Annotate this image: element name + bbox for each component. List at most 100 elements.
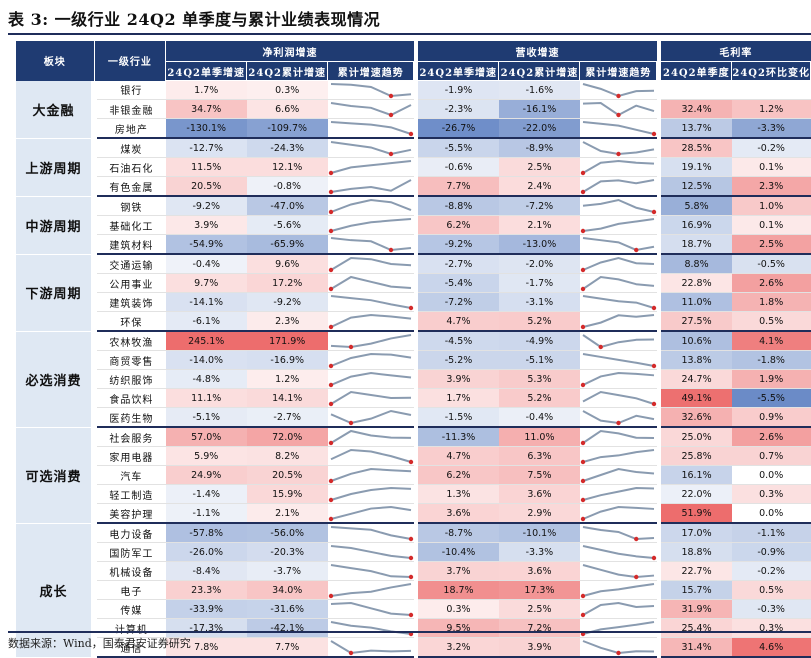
profit-q2-cell: -9.2%: [165, 196, 247, 216]
revenue-trend-cell: [579, 599, 657, 619]
revenue-sparkline: [580, 449, 655, 465]
trend-low-point: [328, 382, 333, 388]
trend-line: [582, 334, 654, 349]
revenue-cum-cell: -0.4%: [498, 407, 580, 428]
revenue-cum-cell: 5.3%: [498, 369, 580, 389]
margin-qoq-cell: 1.0%: [731, 196, 811, 216]
table-row: 中游周期 钢铁 -9.2% -47.0% -8.8% -7.2% 5.8% 1.0%: [16, 196, 811, 255]
industry-name: 钢铁: [94, 196, 166, 216]
revenue-q2-cell: -2.7%: [418, 254, 499, 274]
profit-cum-cell: 20.5%: [246, 465, 328, 485]
revenue-cum-cell: 7.5%: [498, 465, 580, 485]
profit-q2-cell: -54.9%: [165, 234, 247, 255]
profit-trend-cell: [327, 523, 414, 543]
trend-line: [330, 141, 411, 156]
margin-qoq-cell: 4.1%: [731, 331, 811, 351]
revenue-trend-cell: [579, 407, 657, 428]
revenue-cum-cell: -1.7%: [498, 273, 580, 293]
column-gap: [413, 484, 419, 504]
revenue-trend-cell: [579, 427, 657, 447]
margin-q2-cell: 27.5%: [661, 311, 732, 332]
revenue-sparkline: [582, 390, 657, 407]
profit-q2-cell: 9.7%: [165, 273, 247, 293]
column-gap: [656, 157, 662, 177]
margin-qoq-cell: -0.2%: [731, 138, 811, 158]
revenue-trend-cell: [579, 118, 657, 139]
trend-low-point: [408, 459, 413, 465]
margin-qoq-cell: -0.5%: [731, 254, 811, 274]
revenue-trend-cell: [579, 446, 657, 466]
column-gap: [656, 292, 662, 312]
revenue-trend-cell: [579, 465, 657, 485]
profit-trend-cell: [327, 99, 414, 119]
profit-trend-cell: [327, 138, 414, 158]
profit-cum-cell: 7.7%: [246, 637, 328, 658]
trend-line: [330, 640, 411, 655]
column-gap: [413, 157, 419, 177]
revenue-q2-cell: 18.7%: [418, 580, 499, 600]
revenue-cum-cell: 5.2%: [498, 388, 580, 408]
trend-low-point: [328, 267, 333, 273]
profit-q2-cell: -14.0%: [165, 350, 247, 370]
table-row: 机械设备 -8.4% -3.7% 3.7% 3.6% 22.7% -0.2%: [16, 561, 811, 581]
revenue-trend-cell: [579, 157, 657, 177]
profit-q2-cell: -12.7%: [165, 138, 247, 158]
column-gap: [656, 542, 662, 562]
profit-q2-cell: -5.1%: [165, 407, 247, 428]
profit-trend-cell: [327, 561, 414, 581]
block-label: 大金融: [16, 80, 98, 139]
column-gap: [413, 599, 419, 619]
trend-low-point: [328, 363, 333, 369]
trend-low-point: [388, 151, 393, 157]
margin-qoq-cell: 0.7%: [731, 446, 811, 466]
revenue-trend-cell: [579, 196, 657, 216]
margin-qoq-cell: -1.8%: [731, 350, 811, 370]
header-margin-q2: 24Q2单季度: [661, 61, 733, 81]
profit-q2-cell: -6.1%: [165, 311, 247, 332]
profit-trend-cell: [327, 254, 414, 274]
industry-name: 社会服务: [94, 427, 166, 447]
trend-low-point: [580, 382, 586, 388]
trend-line: [330, 275, 411, 290]
profit-cum-cell: 8.2%: [246, 446, 328, 466]
trend-low-point: [651, 131, 657, 137]
header-profit-trend: 累计增速趋势: [327, 61, 415, 81]
revenue-q2-cell: -1.9%: [418, 80, 499, 100]
trend-line: [330, 295, 411, 309]
trend-line: [330, 102, 412, 117]
trend-low-point: [328, 516, 333, 522]
revenue-q2-cell: 4.7%: [418, 446, 499, 466]
trend-low-point: [348, 420, 353, 426]
profit-trend-cell: [327, 331, 414, 351]
revenue-q2-cell: -26.7%: [418, 118, 499, 139]
table-row: 可选消费 社会服务 57.0% 72.0% -11.3% 11.0% 25.0% 2.6%: [16, 427, 811, 524]
margin-q2-cell: [661, 80, 732, 100]
margin-q2-cell: 49.1%: [661, 388, 732, 408]
block-label: 必选消费: [16, 331, 98, 428]
top-rule: [8, 33, 811, 35]
profit-cum-cell: 17.2%: [246, 273, 328, 293]
industry-name: 石油石化: [94, 157, 166, 177]
industry-name: 商贸零售: [94, 350, 166, 370]
table-row: 建筑材料 -54.9% -65.9% -9.2% -13.0% 18.7% 2.5%: [16, 234, 811, 255]
revenue-trend-cell: [579, 350, 657, 370]
margin-q2-cell: 22.0%: [661, 484, 732, 504]
trend-line: [582, 121, 655, 135]
margin-q2-cell: 25.4%: [661, 618, 732, 638]
profit-trend-cell: [327, 446, 414, 466]
profit-q2-cell: -14.1%: [165, 292, 247, 312]
profit-cum-cell: -24.3%: [246, 138, 328, 158]
margin-qoq-cell: -3.3%: [731, 118, 811, 139]
profit-trend-cell: [327, 580, 414, 600]
revenue-cum-cell: 11.0%: [498, 427, 580, 447]
profit-trend-cell: [327, 157, 414, 177]
column-gap: [656, 618, 662, 638]
column-gap: [656, 503, 662, 523]
table-row: 基础化工 3.9% -5.6% 6.2% 2.1% 16.9% 0.1%: [16, 215, 811, 235]
margin-qoq-cell: 2.6%: [731, 427, 811, 447]
margin-qoq-cell: 0.3%: [731, 618, 811, 638]
profit-q2-cell: 20.5%: [165, 176, 247, 197]
trend-low-point: [633, 536, 639, 542]
industry-name: 美容护理: [94, 503, 166, 524]
trend-line: [330, 526, 411, 540]
